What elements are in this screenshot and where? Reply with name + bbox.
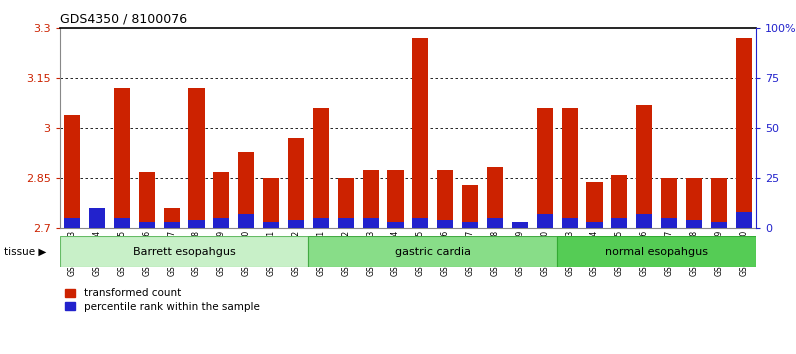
Bar: [587, 182, 603, 228]
FancyBboxPatch shape: [308, 236, 557, 267]
Text: normal esopahgus: normal esopahgus: [605, 247, 708, 257]
Legend: transformed count, percentile rank within the sample: transformed count, percentile rank withi…: [65, 289, 259, 312]
FancyBboxPatch shape: [60, 236, 308, 267]
Bar: [636, 214, 653, 228]
Bar: [561, 218, 578, 228]
Bar: [537, 214, 553, 228]
Bar: [139, 172, 155, 228]
Bar: [736, 38, 752, 228]
Bar: [238, 214, 255, 228]
Bar: [587, 222, 603, 228]
Bar: [89, 208, 105, 228]
Bar: [388, 170, 404, 228]
Bar: [462, 222, 478, 228]
Bar: [462, 185, 478, 228]
Bar: [89, 222, 105, 228]
Bar: [139, 222, 155, 228]
Bar: [163, 222, 180, 228]
Bar: [412, 38, 428, 228]
Bar: [338, 178, 354, 228]
Bar: [711, 178, 727, 228]
Bar: [487, 218, 503, 228]
Bar: [611, 218, 627, 228]
Bar: [412, 218, 428, 228]
Bar: [263, 222, 279, 228]
Bar: [338, 218, 354, 228]
Bar: [189, 88, 205, 228]
Bar: [537, 108, 553, 228]
Bar: [388, 222, 404, 228]
Bar: [636, 105, 653, 228]
Bar: [661, 218, 677, 228]
Bar: [213, 172, 229, 228]
Bar: [313, 108, 329, 228]
Bar: [263, 178, 279, 228]
Bar: [611, 175, 627, 228]
Bar: [189, 220, 205, 228]
Bar: [362, 218, 379, 228]
Bar: [213, 218, 229, 228]
Bar: [288, 138, 304, 228]
Bar: [686, 178, 702, 228]
Bar: [114, 218, 130, 228]
Bar: [437, 220, 454, 228]
Bar: [661, 178, 677, 228]
Bar: [512, 222, 528, 228]
Bar: [238, 152, 255, 228]
Bar: [114, 88, 130, 228]
Bar: [711, 222, 727, 228]
Bar: [512, 222, 528, 228]
Bar: [561, 108, 578, 228]
FancyBboxPatch shape: [557, 236, 756, 267]
Bar: [437, 170, 454, 228]
Bar: [288, 220, 304, 228]
Bar: [64, 218, 80, 228]
Bar: [686, 220, 702, 228]
Bar: [313, 218, 329, 228]
Text: GDS4350 / 8100076: GDS4350 / 8100076: [60, 12, 187, 25]
Text: gastric cardia: gastric cardia: [395, 247, 470, 257]
Text: Barrett esopahgus: Barrett esopahgus: [133, 247, 236, 257]
Text: tissue ▶: tissue ▶: [4, 247, 46, 257]
Bar: [362, 170, 379, 228]
Bar: [736, 212, 752, 228]
Bar: [163, 209, 180, 228]
Bar: [487, 167, 503, 228]
Bar: [64, 115, 80, 228]
